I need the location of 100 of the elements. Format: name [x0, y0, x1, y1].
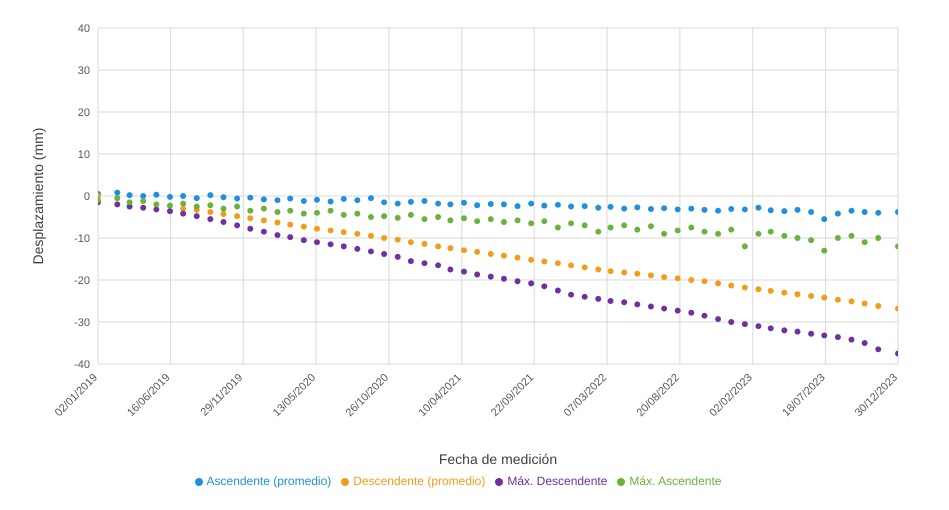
- point: [300, 198, 307, 204]
- legend-label: Descendente (promedio): [353, 474, 486, 488]
- point: [595, 228, 602, 235]
- point: [474, 218, 480, 224]
- point: [781, 232, 788, 239]
- point: [688, 310, 694, 316]
- point: [755, 286, 762, 292]
- point: [755, 204, 762, 211]
- point: [300, 237, 307, 244]
- point: [648, 206, 654, 212]
- point: [314, 210, 320, 216]
- point: [488, 201, 494, 207]
- point: [340, 196, 347, 202]
- point: [354, 246, 360, 252]
- point: [862, 300, 868, 306]
- point: [701, 278, 708, 284]
- point: [701, 206, 708, 213]
- point: [808, 292, 814, 299]
- point: [381, 213, 388, 220]
- point: [568, 220, 574, 226]
- point: [368, 232, 374, 239]
- point: [354, 230, 360, 237]
- point: [634, 301, 640, 308]
- point: [701, 228, 708, 235]
- point: [674, 227, 681, 234]
- point: [194, 204, 200, 210]
- point: [247, 215, 254, 222]
- point: [768, 207, 774, 214]
- point: [300, 224, 307, 230]
- point: [461, 268, 467, 275]
- point: [488, 216, 494, 222]
- point: [461, 247, 467, 254]
- y-tick-label: 10: [78, 148, 90, 161]
- point: [153, 192, 160, 198]
- point: [394, 214, 401, 221]
- point: [595, 266, 602, 272]
- point: [247, 226, 254, 232]
- y-tick-label: -30: [74, 316, 90, 329]
- point: [862, 239, 868, 246]
- point: [781, 208, 788, 214]
- point: [422, 240, 428, 247]
- point: [595, 204, 602, 211]
- point: [528, 220, 534, 226]
- point: [328, 227, 334, 234]
- point: [140, 198, 146, 204]
- y-tick-label: 0: [84, 190, 90, 203]
- point: [608, 224, 614, 230]
- point: [314, 196, 320, 203]
- point: [768, 288, 774, 294]
- point: [287, 222, 294, 228]
- point: [621, 222, 628, 228]
- point: [435, 200, 442, 207]
- point: [461, 200, 467, 206]
- point: [608, 204, 614, 210]
- point: [528, 256, 534, 263]
- point: [234, 204, 240, 210]
- point: [287, 208, 294, 214]
- point: [821, 332, 828, 338]
- point: [114, 190, 120, 196]
- point: [742, 284, 748, 291]
- point: [408, 212, 414, 218]
- point: [794, 235, 800, 241]
- point: [821, 294, 828, 301]
- point: [287, 234, 294, 240]
- point: [274, 197, 280, 204]
- point: [474, 202, 480, 208]
- point: [447, 245, 454, 252]
- point: [180, 193, 186, 199]
- point: [742, 321, 748, 328]
- point: [834, 334, 841, 340]
- point: [661, 274, 668, 280]
- point: [582, 203, 588, 210]
- point: [447, 266, 454, 272]
- point: [674, 206, 681, 212]
- point: [260, 228, 267, 235]
- point: [608, 268, 614, 274]
- point: [768, 325, 774, 332]
- point: [260, 206, 267, 212]
- point: [220, 211, 226, 218]
- point: [848, 208, 854, 214]
- point: [166, 208, 173, 214]
- y-axis-title: Desplazamiento (mm): [30, 128, 46, 264]
- point: [875, 235, 882, 241]
- point: [514, 254, 521, 261]
- point: [354, 210, 360, 217]
- point: [234, 222, 240, 228]
- point: [582, 222, 588, 228]
- point: [207, 202, 214, 208]
- point: [328, 241, 334, 248]
- point: [808, 330, 814, 337]
- point: [381, 199, 388, 206]
- point: [781, 327, 788, 334]
- point: [794, 291, 800, 298]
- y-tick-label: 40: [78, 22, 90, 35]
- point: [554, 260, 561, 266]
- point: [153, 201, 160, 208]
- point: [274, 232, 280, 238]
- point: [300, 210, 307, 217]
- point: [728, 282, 734, 288]
- point: [781, 290, 788, 296]
